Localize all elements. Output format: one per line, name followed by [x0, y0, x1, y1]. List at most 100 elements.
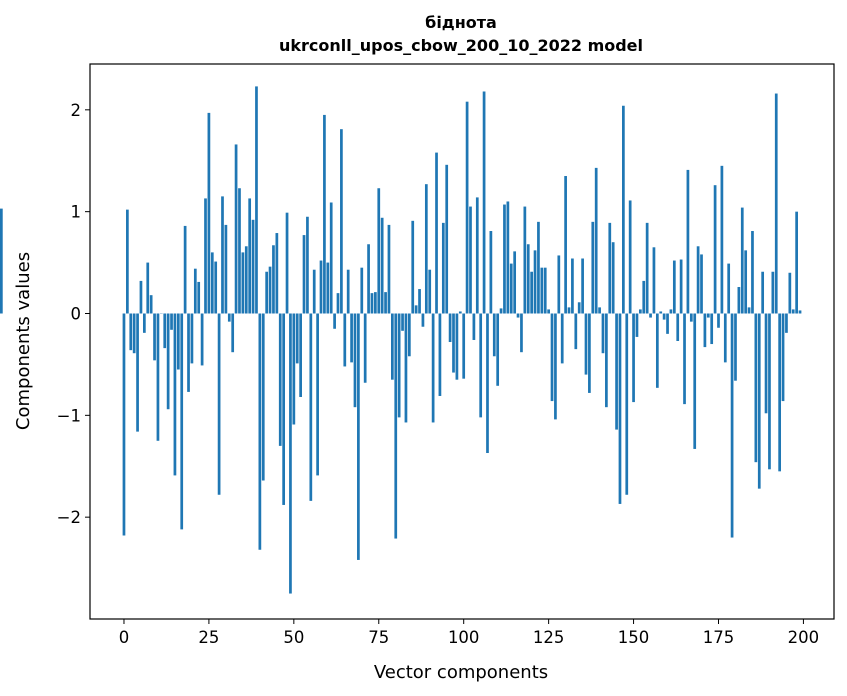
- bar: [302, 235, 306, 314]
- bar: [170, 313, 173, 330]
- bar: [357, 313, 360, 560]
- x-tick-label: 200: [788, 628, 820, 647]
- bar: [407, 313, 411, 357]
- bar: [340, 129, 343, 314]
- bar: [591, 221, 595, 314]
- bar: [744, 250, 748, 314]
- bar: [374, 292, 377, 314]
- bar: [448, 313, 452, 343]
- bar: [421, 313, 425, 327]
- bar: [625, 313, 629, 495]
- bar: [275, 233, 279, 314]
- y-tick-label: 1: [71, 203, 82, 222]
- y-axis-ticks: −2 −1 0 1 2: [57, 101, 90, 527]
- bar: [282, 313, 286, 505]
- bar: [142, 313, 146, 333]
- bar: [479, 313, 483, 418]
- bar: [686, 169, 690, 314]
- bar: [176, 313, 180, 370]
- x-tick-label: 75: [368, 628, 389, 647]
- bar: [244, 246, 248, 314]
- bar: [747, 307, 751, 314]
- bar: [703, 313, 707, 348]
- bar: [217, 313, 221, 495]
- x-axis-ticks: 0 25 50 75 100 125 150 175 200: [119, 619, 819, 647]
- chart-title: біднота: [425, 13, 497, 32]
- bar: [353, 313, 357, 408]
- bar: [197, 281, 201, 314]
- bar: [180, 313, 184, 530]
- bar: [210, 252, 214, 314]
- y-tick-label: −1: [57, 406, 81, 425]
- bar: [499, 308, 503, 314]
- bar: [791, 309, 795, 314]
- bar: [306, 216, 309, 314]
- x-tick-label: 25: [198, 628, 219, 647]
- bar: [723, 313, 727, 363]
- bar: [278, 313, 282, 446]
- bar: [404, 313, 408, 423]
- plot-frame: [89, 63, 835, 620]
- bar: [720, 165, 724, 314]
- bar: [516, 313, 520, 318]
- bar: [309, 313, 313, 501]
- bar: [387, 224, 391, 314]
- bar: [496, 313, 500, 386]
- bar: [326, 262, 330, 314]
- bar: [778, 313, 782, 472]
- chart-subtitle: ukrconll_upos_cbow_200_10_2022 model: [279, 36, 643, 55]
- bar: [781, 313, 785, 402]
- bar: [156, 313, 160, 441]
- bar: [292, 313, 296, 425]
- bar: [679, 259, 683, 314]
- bar: [455, 313, 459, 380]
- bar: [700, 254, 703, 314]
- bar: [574, 313, 578, 350]
- bar: [727, 263, 731, 314]
- x-tick-label: 125: [533, 628, 565, 647]
- bar: [207, 112, 211, 314]
- bar: [713, 185, 717, 314]
- bar: [734, 313, 737, 381]
- bar: [757, 313, 761, 489]
- bar: [458, 311, 462, 314]
- bar: [333, 313, 336, 329]
- bar: [788, 272, 792, 314]
- bar: [431, 313, 435, 423]
- bar: [696, 246, 700, 314]
- bar: [462, 313, 466, 379]
- y-tick-label: −2: [57, 508, 81, 527]
- bar: [798, 310, 802, 314]
- bar: [554, 313, 557, 420]
- bar: [642, 280, 646, 314]
- bar: [255, 86, 258, 314]
- bar: [360, 267, 364, 314]
- bar: [635, 313, 639, 337]
- bar: [550, 313, 554, 402]
- bar: [438, 313, 442, 396]
- bar: [316, 313, 319, 476]
- bar: [231, 313, 235, 353]
- bar: [221, 196, 224, 314]
- bar: [662, 313, 666, 320]
- bar: [632, 313, 635, 403]
- bar: [414, 305, 418, 314]
- bar: [540, 267, 544, 314]
- bar: [0, 208, 3, 314]
- bar: [149, 295, 153, 314]
- bar: [615, 313, 618, 430]
- bar: [166, 313, 170, 410]
- bar: [740, 207, 744, 314]
- bar: [584, 313, 588, 375]
- bar: [475, 197, 479, 314]
- bar: [445, 164, 449, 314]
- x-tick-label: 150: [618, 628, 650, 647]
- bar: [761, 271, 765, 314]
- y-tick-label: 2: [71, 101, 82, 120]
- bar: [710, 313, 714, 345]
- bar: [173, 313, 177, 476]
- bar: [146, 262, 150, 314]
- bar: [397, 313, 401, 418]
- bar: [503, 204, 506, 314]
- bar: [564, 176, 567, 314]
